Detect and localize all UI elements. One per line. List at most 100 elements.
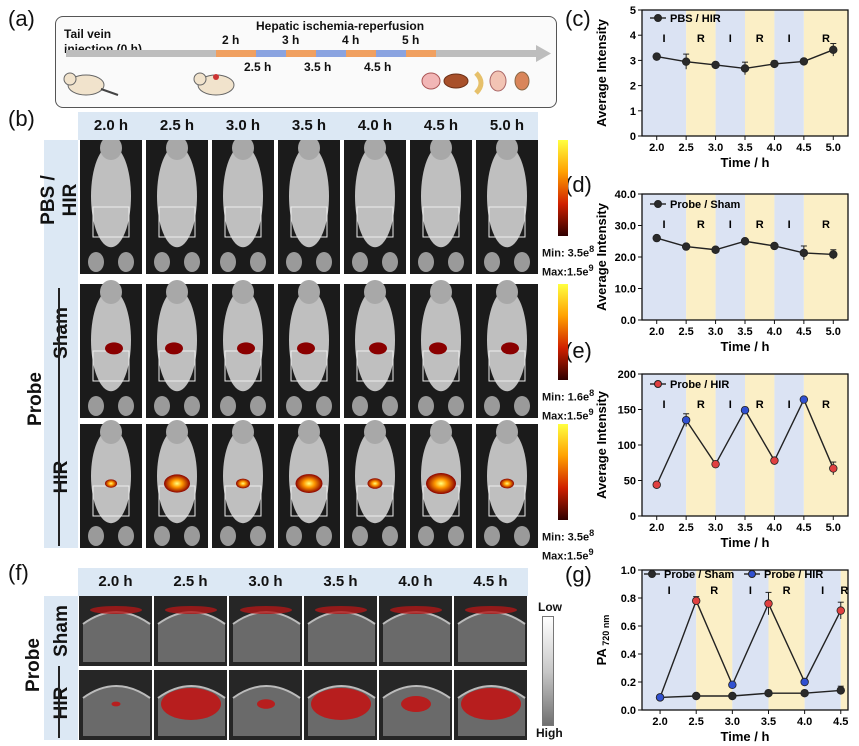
phase-label: R xyxy=(822,33,830,45)
mouse-head xyxy=(232,420,254,444)
data-point xyxy=(800,688,809,698)
mouse-body xyxy=(487,289,527,392)
pa-signal xyxy=(401,696,431,712)
liver-signal xyxy=(367,478,383,489)
x-tick-label: 4.0 xyxy=(767,522,782,534)
mouse-leg xyxy=(154,252,170,272)
y-tick-label: 0.4 xyxy=(621,649,637,661)
mouse-head xyxy=(364,280,386,304)
chart-d: I R I R I R 0.0 10.0 20.0 30.0 40.0 2.0 2.5 3.0 3.5 4.0… xyxy=(594,189,849,354)
chart-c: I R I R I R 0 1 2 3 4 5 2.0 2.5 3.0 3.5 4.0 4.5 5.0 Time / … xyxy=(594,5,849,170)
mouse-leg xyxy=(448,252,464,272)
sham-color-scale xyxy=(558,284,568,380)
chart-e: I R I R I R 0 50 100 150 200 2.0 2.5 3.0 3.5 4.0 4.5 5.0 T… xyxy=(594,369,849,550)
phase-band xyxy=(803,194,848,320)
b-time-2: 3.0 h xyxy=(225,117,261,134)
mouse-head xyxy=(232,280,254,304)
data-point xyxy=(652,480,661,489)
mouse-body xyxy=(289,289,329,392)
probe-bracket xyxy=(58,288,60,546)
sham-scale-minmax: Min: 1.6e8 Max:1.5e9 xyxy=(542,388,595,423)
f-time-4: 4.0 h xyxy=(398,573,433,590)
phase-band xyxy=(840,570,848,710)
mouse-body xyxy=(289,145,329,248)
phase-label: R xyxy=(822,219,830,231)
phase-band xyxy=(686,374,716,516)
phase-label: R xyxy=(822,399,830,411)
phase-label: R xyxy=(710,585,718,597)
pa-signal xyxy=(465,606,517,614)
x-tick-label: 4.0 xyxy=(797,716,812,728)
mouse-head xyxy=(232,140,254,160)
mouse-head xyxy=(496,140,518,160)
phase-band xyxy=(696,570,733,710)
liver-signal xyxy=(297,342,315,355)
x-tick-label: 3.0 xyxy=(708,142,723,154)
data-point xyxy=(740,237,750,246)
series-line xyxy=(659,598,842,698)
data-point xyxy=(652,233,661,243)
y-tick-label: 200 xyxy=(618,369,636,381)
y-tick-label: 2 xyxy=(630,81,636,93)
pa-signal xyxy=(165,606,217,614)
phase-band xyxy=(745,10,775,136)
us-skin-line xyxy=(157,685,226,699)
legend-entry: Probe / Sham xyxy=(670,199,741,211)
incision-frame xyxy=(488,206,526,238)
x-tick-label: 3.5 xyxy=(737,326,752,338)
data-point xyxy=(829,464,838,473)
us-skin-line xyxy=(232,685,301,699)
phase-band xyxy=(642,10,687,136)
x-tick-label: 2.0 xyxy=(649,522,664,534)
x-tick-label: 4.0 xyxy=(767,326,782,338)
mouse-leg xyxy=(154,526,170,546)
x-tick-label: 4.5 xyxy=(796,522,811,534)
legend-marker xyxy=(648,570,656,578)
x-tick-label: 3.0 xyxy=(708,326,723,338)
phase-label: R xyxy=(756,399,764,411)
x-axis-label: Time / h xyxy=(721,729,770,744)
mouse-body xyxy=(157,145,197,248)
data-point xyxy=(711,245,720,254)
x-tick-label: 3.5 xyxy=(737,522,752,534)
mouse-body xyxy=(487,428,527,524)
mouse-leg xyxy=(514,526,530,546)
x-axis-label: Time / h xyxy=(721,339,770,354)
y-tick-label: 150 xyxy=(618,405,636,417)
data-point xyxy=(829,45,838,55)
data-point xyxy=(800,677,809,687)
mouse-head xyxy=(298,280,320,304)
series-line xyxy=(660,689,841,699)
phase-band xyxy=(686,194,716,320)
data-point xyxy=(799,248,809,258)
mark-2-5h: 2.5 h xyxy=(244,60,272,74)
y-tick-label: 0 xyxy=(630,131,636,143)
panel-label-d: (d) xyxy=(565,172,592,197)
phase-band xyxy=(774,10,804,136)
mouse-leg xyxy=(184,526,200,546)
x-tick-label: 2.5 xyxy=(678,142,693,154)
mouse-leg xyxy=(88,396,104,416)
y-tick-label: 30.0 xyxy=(615,221,636,233)
phase-band xyxy=(803,10,848,136)
mouse-leg xyxy=(286,396,302,416)
phase-label: R xyxy=(756,219,764,231)
f-time-1: 2.5 h xyxy=(173,573,208,590)
pa-scale-high: High xyxy=(536,726,563,740)
mouse-leg xyxy=(514,396,530,416)
us-tissue xyxy=(233,686,300,736)
x-tick-label: 2.0 xyxy=(649,326,664,338)
mouse-leg xyxy=(184,396,200,416)
mouse-leg xyxy=(484,396,500,416)
phase-band xyxy=(686,10,716,136)
mouse-leg xyxy=(514,252,530,272)
phase-band xyxy=(768,570,805,710)
legend-entry: Probe / HIR xyxy=(670,379,729,391)
incision-frame xyxy=(356,206,394,238)
data-point xyxy=(681,415,691,425)
us-tissue xyxy=(158,612,225,662)
us-skin-line xyxy=(457,685,526,699)
data-point xyxy=(764,599,773,608)
pa-signal xyxy=(257,699,275,709)
liver-signal xyxy=(164,474,190,493)
